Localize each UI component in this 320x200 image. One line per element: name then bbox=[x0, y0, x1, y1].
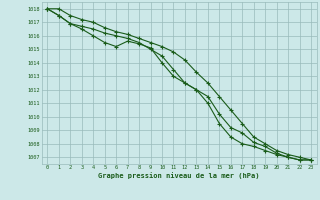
X-axis label: Graphe pression niveau de la mer (hPa): Graphe pression niveau de la mer (hPa) bbox=[99, 172, 260, 179]
